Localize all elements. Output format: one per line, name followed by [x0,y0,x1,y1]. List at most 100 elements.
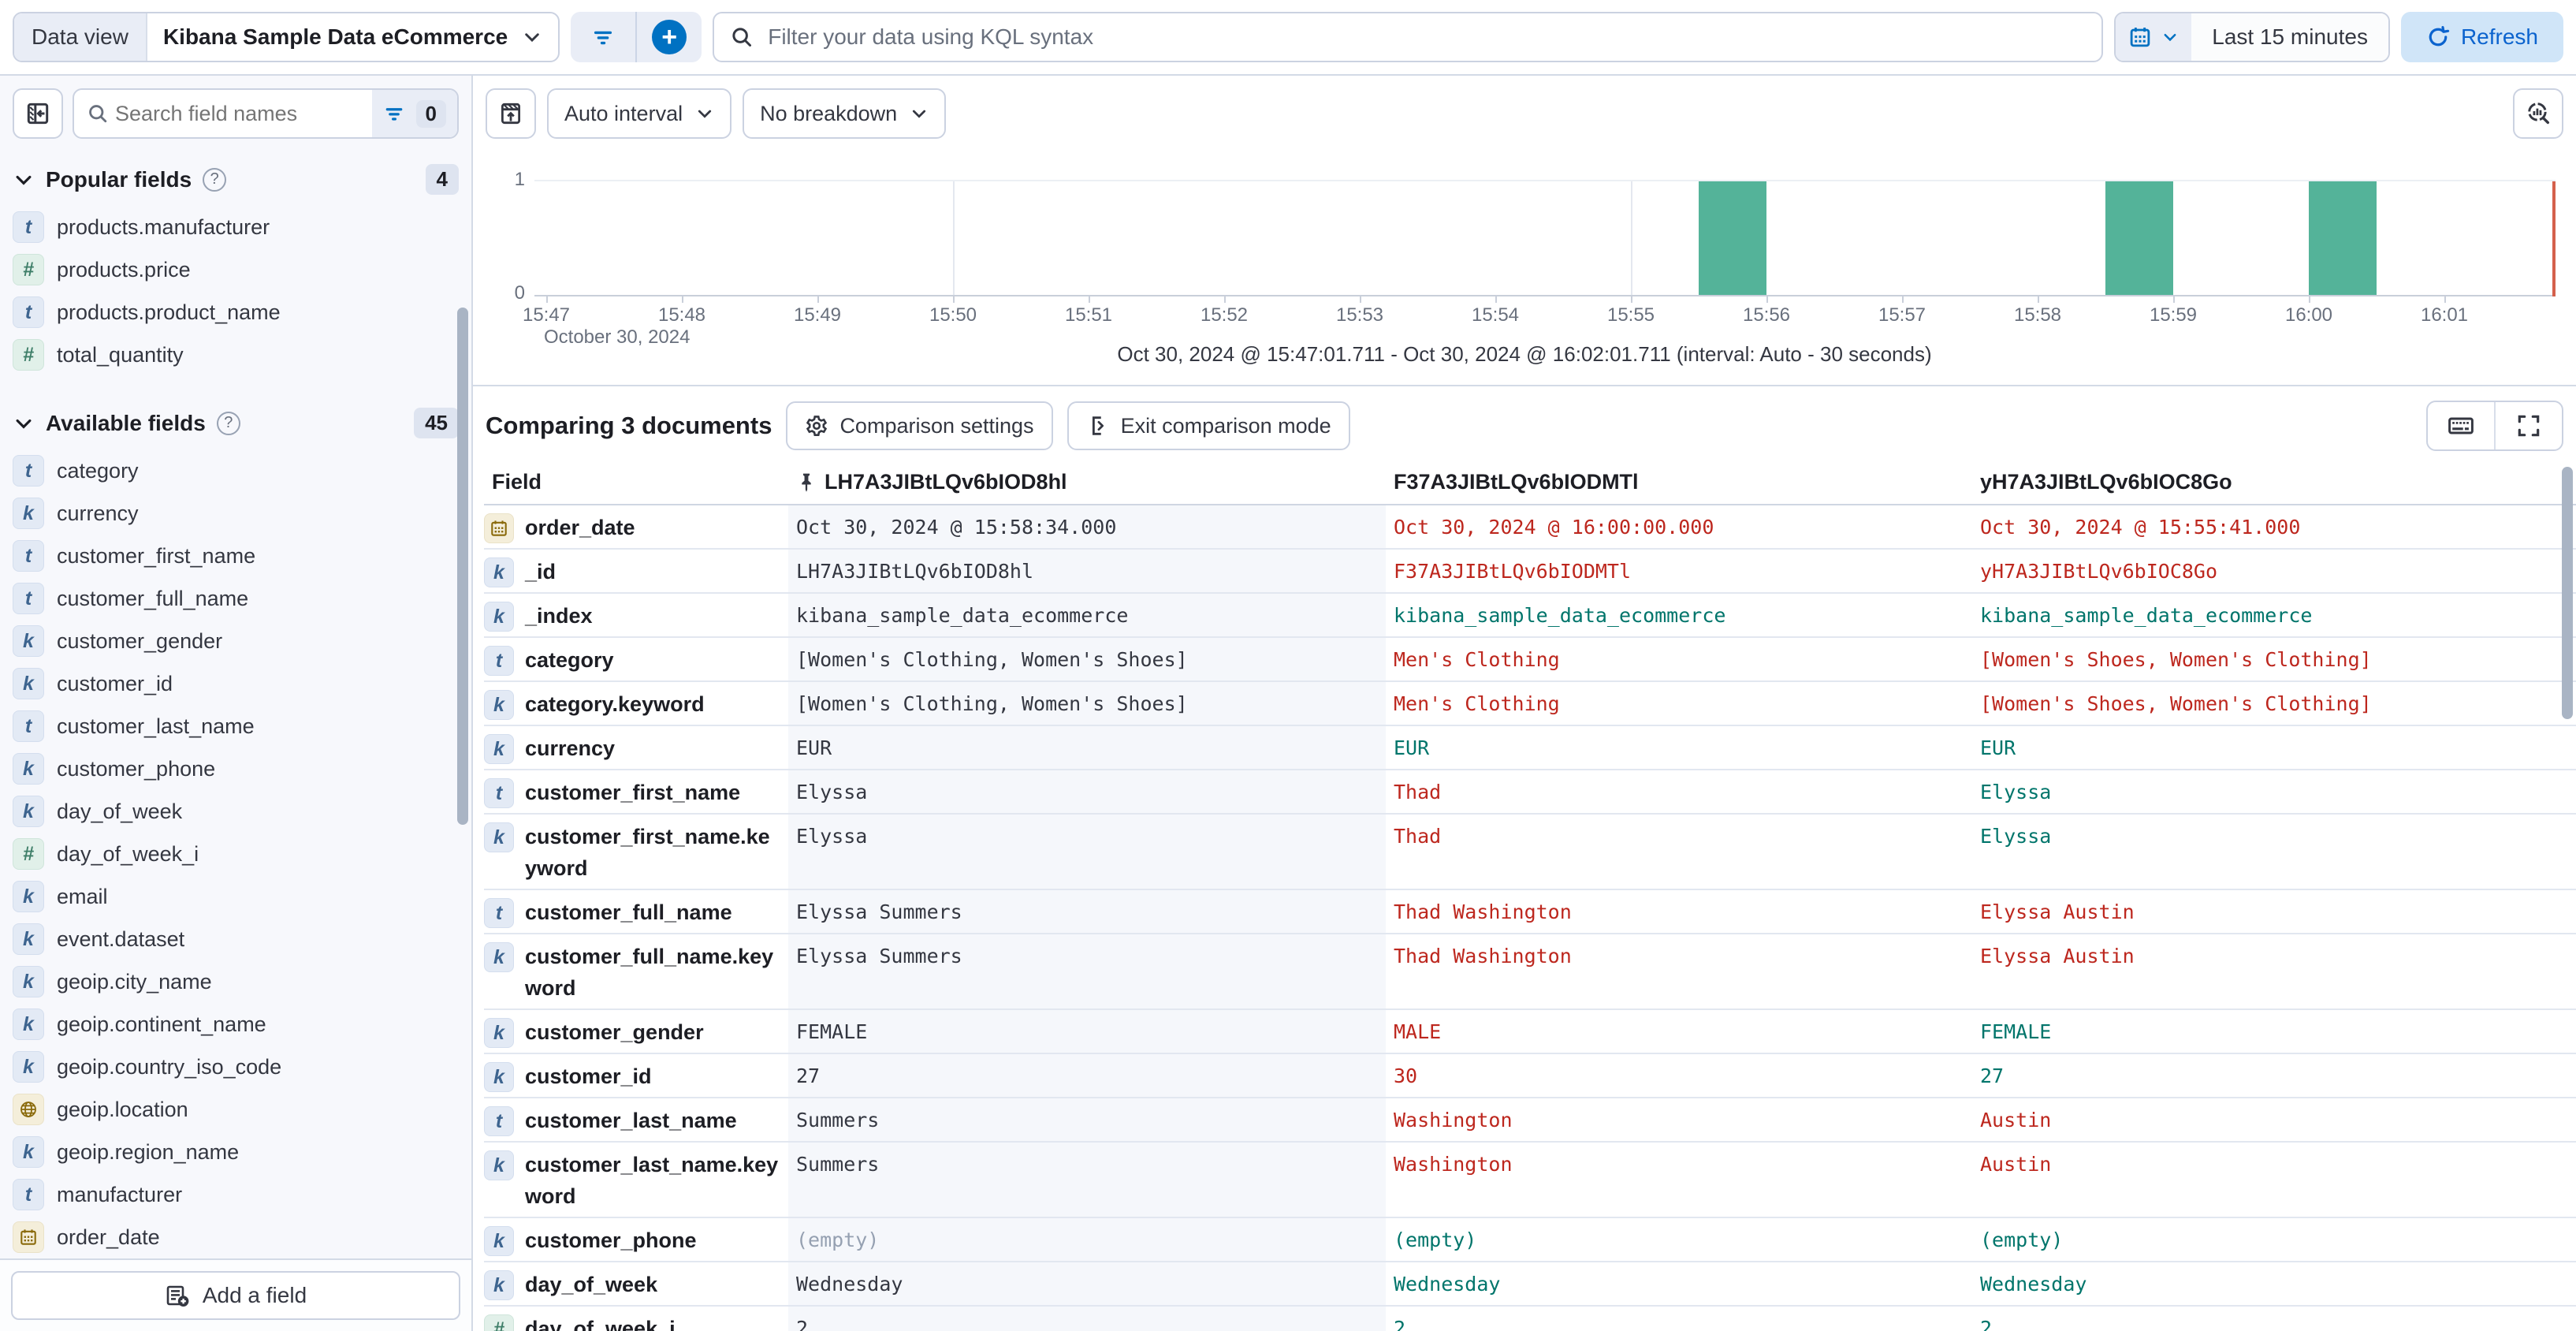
keyboard-shortcuts-button[interactable] [2428,402,2494,449]
comparison-toolbar: Comparing 3 documents Comparison setting… [473,386,2576,464]
available-field-customer_id[interactable]: k customer_id [0,662,471,705]
collapse-sidebar-button[interactable] [13,88,63,139]
time-picker: Last 15 minutes [2114,12,2390,62]
available-field-day_of_week_i[interactable]: # day_of_week_i [0,833,471,875]
filter-menu-button[interactable] [571,12,635,62]
available-field-customer_full_name[interactable]: t customer_full_name [0,577,471,620]
field-type-icon-date [13,1221,44,1253]
field-value: yH7A3JIBtLQv6bIOC8Go [1980,560,2218,583]
available-fields-count-badge: 45 [414,408,459,438]
x-axis-tick [2173,295,2175,303]
available-field-currency[interactable]: k currency [0,492,471,535]
available-field-manufacturer[interactable]: t manufacturer [0,1173,471,1216]
x-axis-tick [546,295,548,303]
popular-fields-list: t products.manufacturer # products.price t pr… [0,206,471,376]
available-field-customer_last_name[interactable]: t customer_last_name [0,705,471,748]
field-item-label: customer_phone [57,756,216,781]
field-value: [Women's Shoes, Women's Clothing] [1980,648,2372,671]
x-axis-tick-label: 15:47 [522,304,571,326]
base-document-value-cell: [Women's Clothing, Women's Shoes] [788,682,1386,725]
x-axis-tick-label: 15:55 [1606,304,1655,326]
field-value: Oct 30, 2024 @ 15:55:41.000 [1980,516,2301,539]
time-range-value[interactable]: Last 15 minutes [2191,13,2388,61]
available-field-geoip.city_name[interactable]: k geoip.city_name [0,960,471,1003]
available-field-geoip.location[interactable]: geoip.location [0,1088,471,1131]
available-field-category[interactable]: t category [0,449,471,492]
refresh-button[interactable]: Refresh [2400,12,2563,62]
chart-table-divider[interactable] [473,385,2576,386]
available-field-email[interactable]: k email [0,875,471,918]
popular-fields-section-toggle[interactable]: Popular fields ? 4 [0,147,471,206]
field-type-icon-text: t [484,1106,514,1136]
data-view-picker[interactable]: Data view Kibana Sample Data eCommerce [13,12,560,62]
comparison-row-currency: k currency EUR EUR EUR [484,726,2576,770]
edit-visualization-button[interactable] [2513,88,2563,139]
field-type-icon-text: t [484,646,514,676]
chart-gridline [953,181,955,295]
comparison-value-cell: MALE [1386,1010,1972,1053]
document-column-header[interactable]: yH7A3JIBtLQv6bIOC8Go [1980,470,2232,494]
add-filter-button[interactable]: + [637,12,702,62]
field-type-icon-date [484,513,514,543]
field-search-input[interactable] [114,100,372,127]
exit-comparison-button[interactable]: Exit comparison mode [1067,401,1350,450]
breakdown-label: No breakdown [760,101,898,125]
histogram-bar-16:00:00[interactable] [2309,181,2377,295]
available-fields-section-toggle[interactable]: Available fields ? 45 [0,390,471,449]
available-field-day_of_week[interactable]: k day_of_week [0,790,471,833]
available-field-geoip.country_iso_code[interactable]: k geoip.country_iso_code [0,1046,471,1088]
field-item-label: day_of_week_i [57,841,199,866]
document-column-header[interactable]: F37A3JIBtLQv6bIODMTl [1394,470,1639,494]
field-type-icon-keyword: k [13,498,44,529]
field-type-icon-text: t [13,710,44,742]
available-field-geoip.continent_name[interactable]: k geoip.continent_name [0,1003,471,1046]
comparison-table: Field LH7A3JIBtLQv6bIOD8hl F37A3JIBtLQv6… [484,464,2576,1331]
field-value: Thad [1394,781,1442,803]
base-document-value-cell: Wednesday [788,1262,1386,1305]
popular-field-products.manufacturer[interactable]: t products.manufacturer [0,206,471,248]
time-picker-calendar-button[interactable] [2116,13,2192,61]
x-axis-tick-label: 15:57 [1878,304,1926,326]
available-field-event.dataset[interactable]: k event.dataset [0,918,471,960]
available-field-customer_gender[interactable]: k customer_gender [0,620,471,662]
table-scrollbar[interactable] [2562,467,2573,719]
breakdown-select[interactable]: No breakdown [743,88,947,139]
add-field-button[interactable]: Add a field [11,1271,460,1320]
field-value: Thad [1394,825,1442,848]
comparison-row-day_of_week_i: # day_of_week_i 2 2 2 [484,1307,2576,1331]
available-field-geoip.region_name[interactable]: k geoip.region_name [0,1131,471,1173]
help-icon: ? [203,167,227,192]
pinned-document-column-header[interactable]: LH7A3JIBtLQv6bIOD8hl [788,464,1386,504]
field-type-icon-keyword: k [13,753,44,785]
field-value: Summers [796,1109,880,1132]
toggle-chart-button[interactable] [486,88,536,139]
comparison-title: Comparing 3 documents [486,412,772,439]
kql-query-input[interactable] [766,24,2086,50]
field-value: 27 [796,1064,821,1087]
filter-controls: + [571,12,702,62]
time-range-note: Oct 30, 2024 @ 15:47:01.711 - Oct 30, 20… [1117,342,1932,366]
plus-icon: + [652,20,687,54]
comparison-settings-button[interactable]: Comparison settings [786,401,1053,450]
available-field-customer_first_name[interactable]: t customer_first_name [0,535,471,577]
popular-field-products.product_name[interactable]: t products.product_name [0,291,471,334]
histogram-plot-area[interactable]: 15:47 15:48 15:49 15:50 15:51 15:52 15:53 15:54… [523,180,2556,326]
field-filters-button[interactable]: 0 [371,90,457,137]
field-type-icon-keyword: k [484,734,514,764]
popular-field-total_quantity[interactable]: # total_quantity [0,334,471,376]
field-type-icon-keyword: k [13,625,44,657]
histogram-bar-15:55:30[interactable] [1699,181,1766,295]
gear-icon [805,414,828,438]
comparison-value-cell: F37A3JIBtLQv6bIODMTl [1386,550,1972,592]
field-name-label: day_of_week [525,1273,658,1296]
field-value: 2 [1980,1317,1993,1331]
interval-select[interactable]: Auto interval [547,88,732,139]
popular-field-products.price[interactable]: # products.price [0,248,471,291]
histogram-bar-15:58:30[interactable] [2105,181,2173,295]
field-value: FEMALE [1980,1020,2052,1043]
comparison-value-cell: Elyssa Austin [1972,890,2576,933]
fullscreen-button[interactable] [2496,402,2562,449]
available-field-customer_phone[interactable]: k customer_phone [0,748,471,790]
sidebar-scrollbar[interactable] [457,308,468,825]
available-field-order_date[interactable]: order_date [0,1216,471,1258]
